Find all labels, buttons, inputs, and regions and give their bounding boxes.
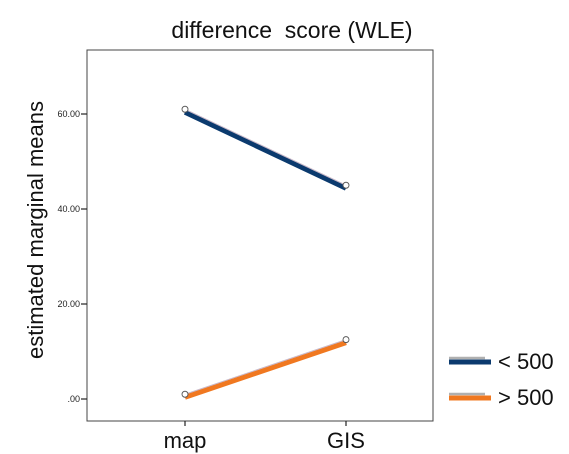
legend-item: > 500	[449, 385, 554, 410]
legend-item: < 500	[449, 349, 554, 374]
series-2	[181, 336, 350, 400]
legend: < 500 > 500	[449, 349, 554, 410]
legend-label: < 500	[498, 349, 554, 374]
x-tick-label: map	[164, 428, 207, 453]
legend-label: > 500	[498, 385, 554, 410]
data-point	[181, 105, 189, 113]
data-point	[181, 390, 189, 398]
y-tick-label: 20.00	[57, 299, 80, 309]
y-tick-label: 60.00	[57, 109, 80, 119]
x-axis-ticks: map GIS	[164, 421, 365, 453]
y-axis-ticks: .00 20.00 40.00 60.00	[57, 109, 87, 404]
data-point	[342, 181, 350, 189]
series-line-highlight	[184, 339, 347, 395]
series-line-highlight	[184, 108, 347, 186]
y-tick-label: .00	[67, 394, 80, 404]
series-layer	[181, 105, 350, 400]
data-point	[342, 336, 350, 344]
series-line	[184, 340, 347, 400]
x-tick-label: GIS	[327, 428, 365, 453]
series-line	[183, 109, 348, 191]
chart-title: difference score (WLE)	[171, 17, 412, 43]
plot-frame	[86, 49, 434, 422]
y-tick-label: 40.00	[57, 204, 80, 214]
series-1	[181, 105, 350, 191]
y-axis-label: estimated marginal means	[23, 101, 48, 359]
